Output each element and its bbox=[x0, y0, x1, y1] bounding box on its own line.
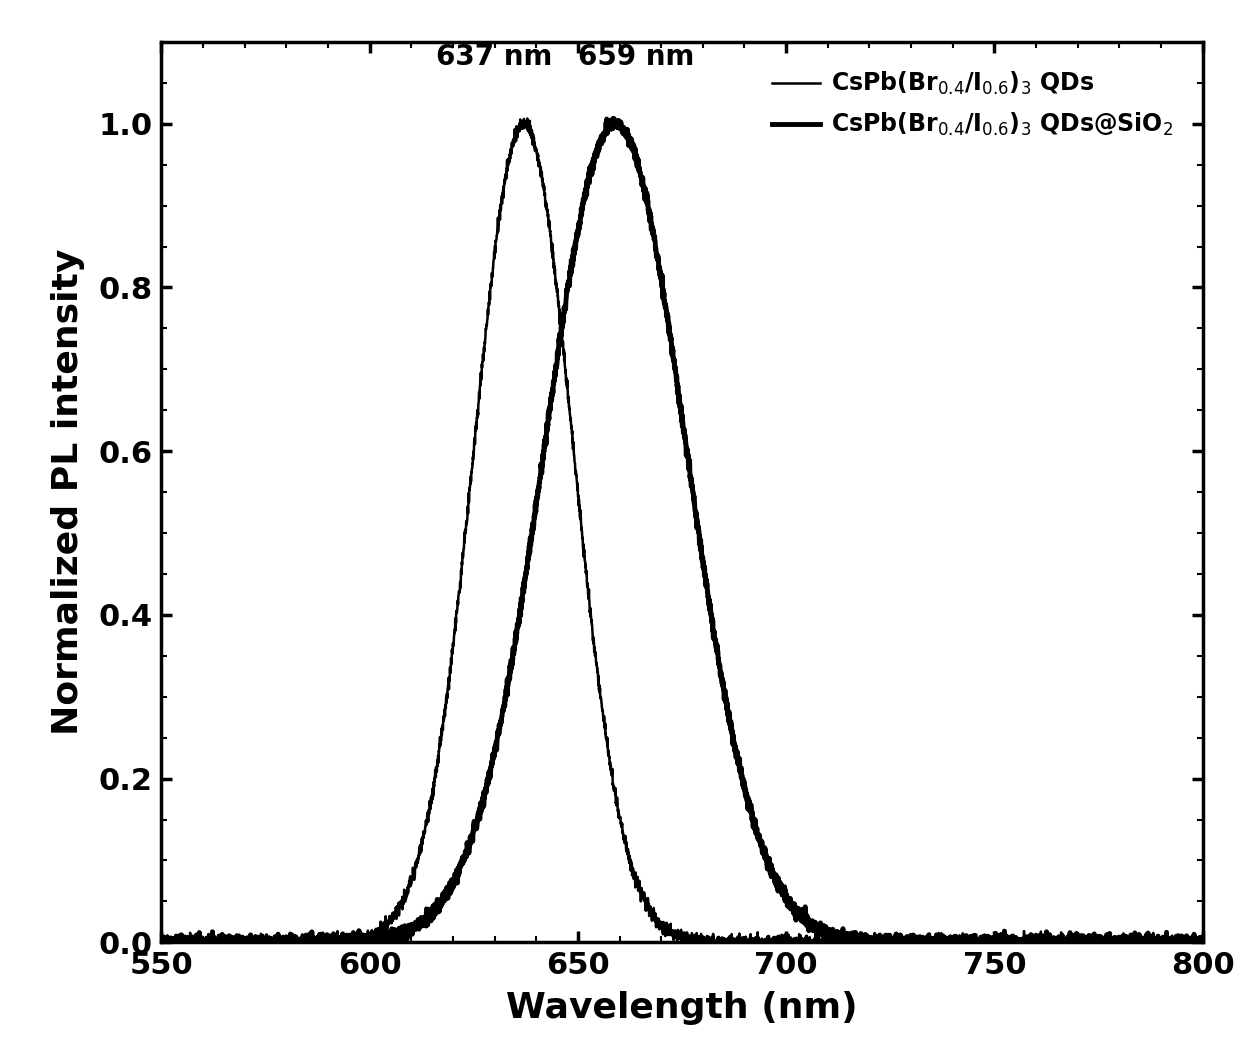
X-axis label: Wavelength (nm): Wavelength (nm) bbox=[506, 990, 858, 1025]
CsPb(Br$_{0.4}$/I$_{0.6}$)$_3$ QDs bbox=[1195, 939, 1210, 952]
Line: CsPb(Br$_{0.4}$/I$_{0.6}$)$_3$ QDs: CsPb(Br$_{0.4}$/I$_{0.6}$)$_3$ QDs bbox=[161, 118, 1203, 946]
CsPb(Br$_{0.4}$/I$_{0.6}$)$_3$ QDs bbox=[779, 932, 794, 944]
CsPb(Br$_{0.4}$/I$_{0.6}$)$_3$ QDs@SiO$_2$ bbox=[343, 931, 358, 943]
CsPb(Br$_{0.4}$/I$_{0.6}$)$_3$ QDs bbox=[520, 112, 534, 125]
CsPb(Br$_{0.4}$/I$_{0.6}$)$_3$ QDs@SiO$_2$ bbox=[154, 937, 169, 950]
CsPb(Br$_{0.4}$/I$_{0.6}$)$_3$ QDs@SiO$_2$ bbox=[779, 891, 794, 904]
CsPb(Br$_{0.4}$/I$_{0.6}$)$_3$ QDs@SiO$_2$ bbox=[155, 940, 170, 953]
Legend: CsPb(Br$_{0.4}$/I$_{0.6}$)$_3$ QDs, CsPb(Br$_{0.4}$/I$_{0.6}$)$_3$ QDs@SiO$_2$: CsPb(Br$_{0.4}$/I$_{0.6}$)$_3$ QDs, CsPb… bbox=[765, 63, 1180, 146]
CsPb(Br$_{0.4}$/I$_{0.6}$)$_3$ QDs@SiO$_2$ bbox=[1011, 935, 1025, 948]
CsPb(Br$_{0.4}$/I$_{0.6}$)$_3$ QDs bbox=[931, 927, 946, 939]
Text: 659 nm: 659 nm bbox=[578, 43, 694, 70]
CsPb(Br$_{0.4}$/I$_{0.6}$)$_3$ QDs bbox=[343, 938, 358, 951]
Y-axis label: Normalized PL intensity: Normalized PL intensity bbox=[51, 249, 84, 735]
CsPb(Br$_{0.4}$/I$_{0.6}$)$_3$ QDs bbox=[155, 940, 170, 953]
CsPb(Br$_{0.4}$/I$_{0.6}$)$_3$ QDs bbox=[832, 933, 847, 945]
CsPb(Br$_{0.4}$/I$_{0.6}$)$_3$ QDs bbox=[154, 935, 169, 948]
Text: 637 nm: 637 nm bbox=[436, 43, 553, 70]
CsPb(Br$_{0.4}$/I$_{0.6}$)$_3$ QDs@SiO$_2$ bbox=[605, 112, 620, 125]
CsPb(Br$_{0.4}$/I$_{0.6}$)$_3$ QDs@SiO$_2$ bbox=[1195, 937, 1210, 950]
CsPb(Br$_{0.4}$/I$_{0.6}$)$_3$ QDs bbox=[552, 305, 567, 317]
CsPb(Br$_{0.4}$/I$_{0.6}$)$_3$ QDs@SiO$_2$ bbox=[832, 927, 847, 939]
CsPb(Br$_{0.4}$/I$_{0.6}$)$_3$ QDs@SiO$_2$ bbox=[931, 935, 946, 948]
CsPb(Br$_{0.4}$/I$_{0.6}$)$_3$ QDs@SiO$_2$ bbox=[552, 339, 567, 352]
Line: CsPb(Br$_{0.4}$/I$_{0.6}$)$_3$ QDs@SiO$_2$: CsPb(Br$_{0.4}$/I$_{0.6}$)$_3$ QDs@SiO$_… bbox=[161, 118, 1203, 946]
CsPb(Br$_{0.4}$/I$_{0.6}$)$_3$ QDs bbox=[1011, 938, 1025, 951]
